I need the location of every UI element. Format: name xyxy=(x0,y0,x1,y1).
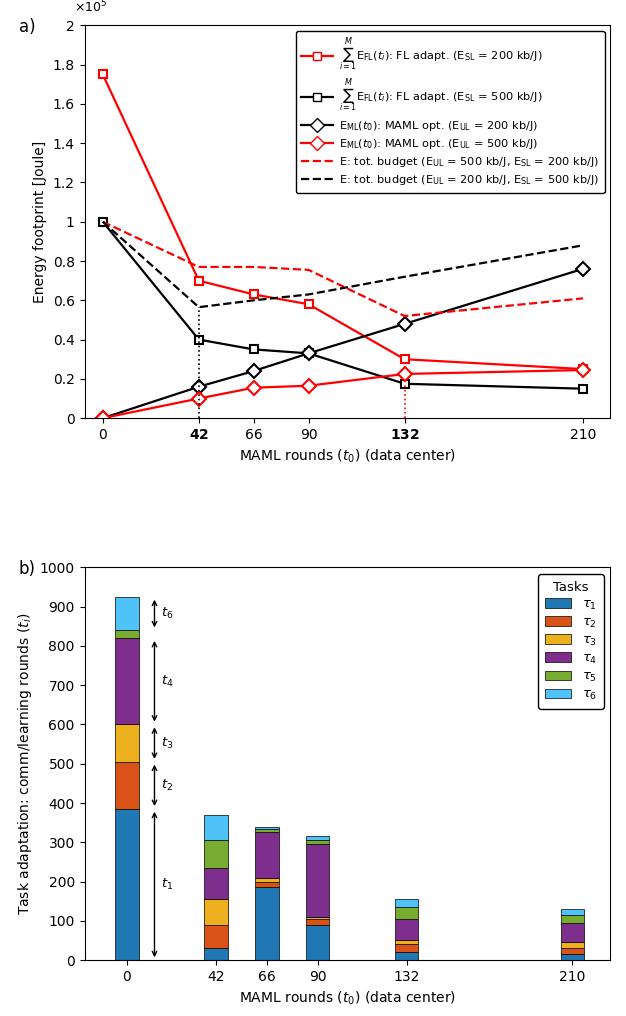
Text: b): b) xyxy=(19,560,36,577)
Bar xyxy=(255,829,279,832)
X-axis label: MAML rounds ($t_0$) (data center): MAML rounds ($t_0$) (data center) xyxy=(239,990,456,1007)
Bar xyxy=(306,836,329,840)
Y-axis label: Energy footprint [Joule]: Energy footprint [Joule] xyxy=(33,140,47,303)
Bar xyxy=(306,844,329,916)
Bar xyxy=(395,907,418,918)
Bar xyxy=(255,832,279,878)
Bar xyxy=(395,918,418,941)
Bar xyxy=(306,925,329,960)
Bar xyxy=(115,638,138,724)
Bar xyxy=(395,952,418,960)
Bar xyxy=(560,915,584,923)
Bar xyxy=(115,809,138,960)
Bar xyxy=(395,899,418,907)
Bar xyxy=(255,878,279,882)
Bar xyxy=(204,925,228,948)
Bar xyxy=(560,909,584,915)
Bar xyxy=(306,918,329,925)
Bar xyxy=(255,827,279,829)
Bar xyxy=(255,887,279,960)
Text: $t_2$: $t_2$ xyxy=(161,778,173,792)
Legend: $\sum_{i=1}^{M}$E$_{\mathsf{FL}}(t_i)$: FL adapt. (E$_{\mathsf{SL}}$ = 200 kb/J): $\sum_{i=1}^{M}$E$_{\mathsf{FL}}(t_i)$: … xyxy=(295,31,605,193)
Bar xyxy=(115,762,138,809)
Text: $t_6$: $t_6$ xyxy=(161,606,173,621)
Bar xyxy=(395,945,418,952)
Bar xyxy=(560,948,584,954)
Bar xyxy=(395,941,418,945)
Bar xyxy=(204,899,228,925)
Bar xyxy=(306,840,329,844)
Bar xyxy=(204,815,228,840)
Y-axis label: Task adaptation: comm/learning rounds ($t_i$): Task adaptation: comm/learning rounds ($… xyxy=(16,613,34,915)
Text: $t_4$: $t_4$ xyxy=(161,674,173,689)
Text: $t_3$: $t_3$ xyxy=(161,736,173,751)
Bar xyxy=(560,943,584,948)
Bar xyxy=(115,596,138,630)
Bar xyxy=(560,923,584,943)
X-axis label: MAML rounds ($t_0$) (data center): MAML rounds ($t_0$) (data center) xyxy=(239,447,456,464)
Text: $\times 10^5$: $\times 10^5$ xyxy=(74,0,107,15)
Bar xyxy=(204,868,228,899)
Bar xyxy=(204,948,228,960)
Bar xyxy=(115,724,138,762)
Legend: $\tau_1$, $\tau_2$, $\tau_3$, $\tau_4$, $\tau_5$, $\tau_6$: $\tau_1$, $\tau_2$, $\tau_3$, $\tau_4$, … xyxy=(538,574,603,708)
Text: $t_1$: $t_1$ xyxy=(161,877,173,892)
Bar xyxy=(255,882,279,887)
Text: a): a) xyxy=(19,17,36,36)
Bar xyxy=(204,840,228,868)
Bar xyxy=(306,916,329,918)
Bar xyxy=(560,954,584,960)
Bar xyxy=(115,630,138,638)
